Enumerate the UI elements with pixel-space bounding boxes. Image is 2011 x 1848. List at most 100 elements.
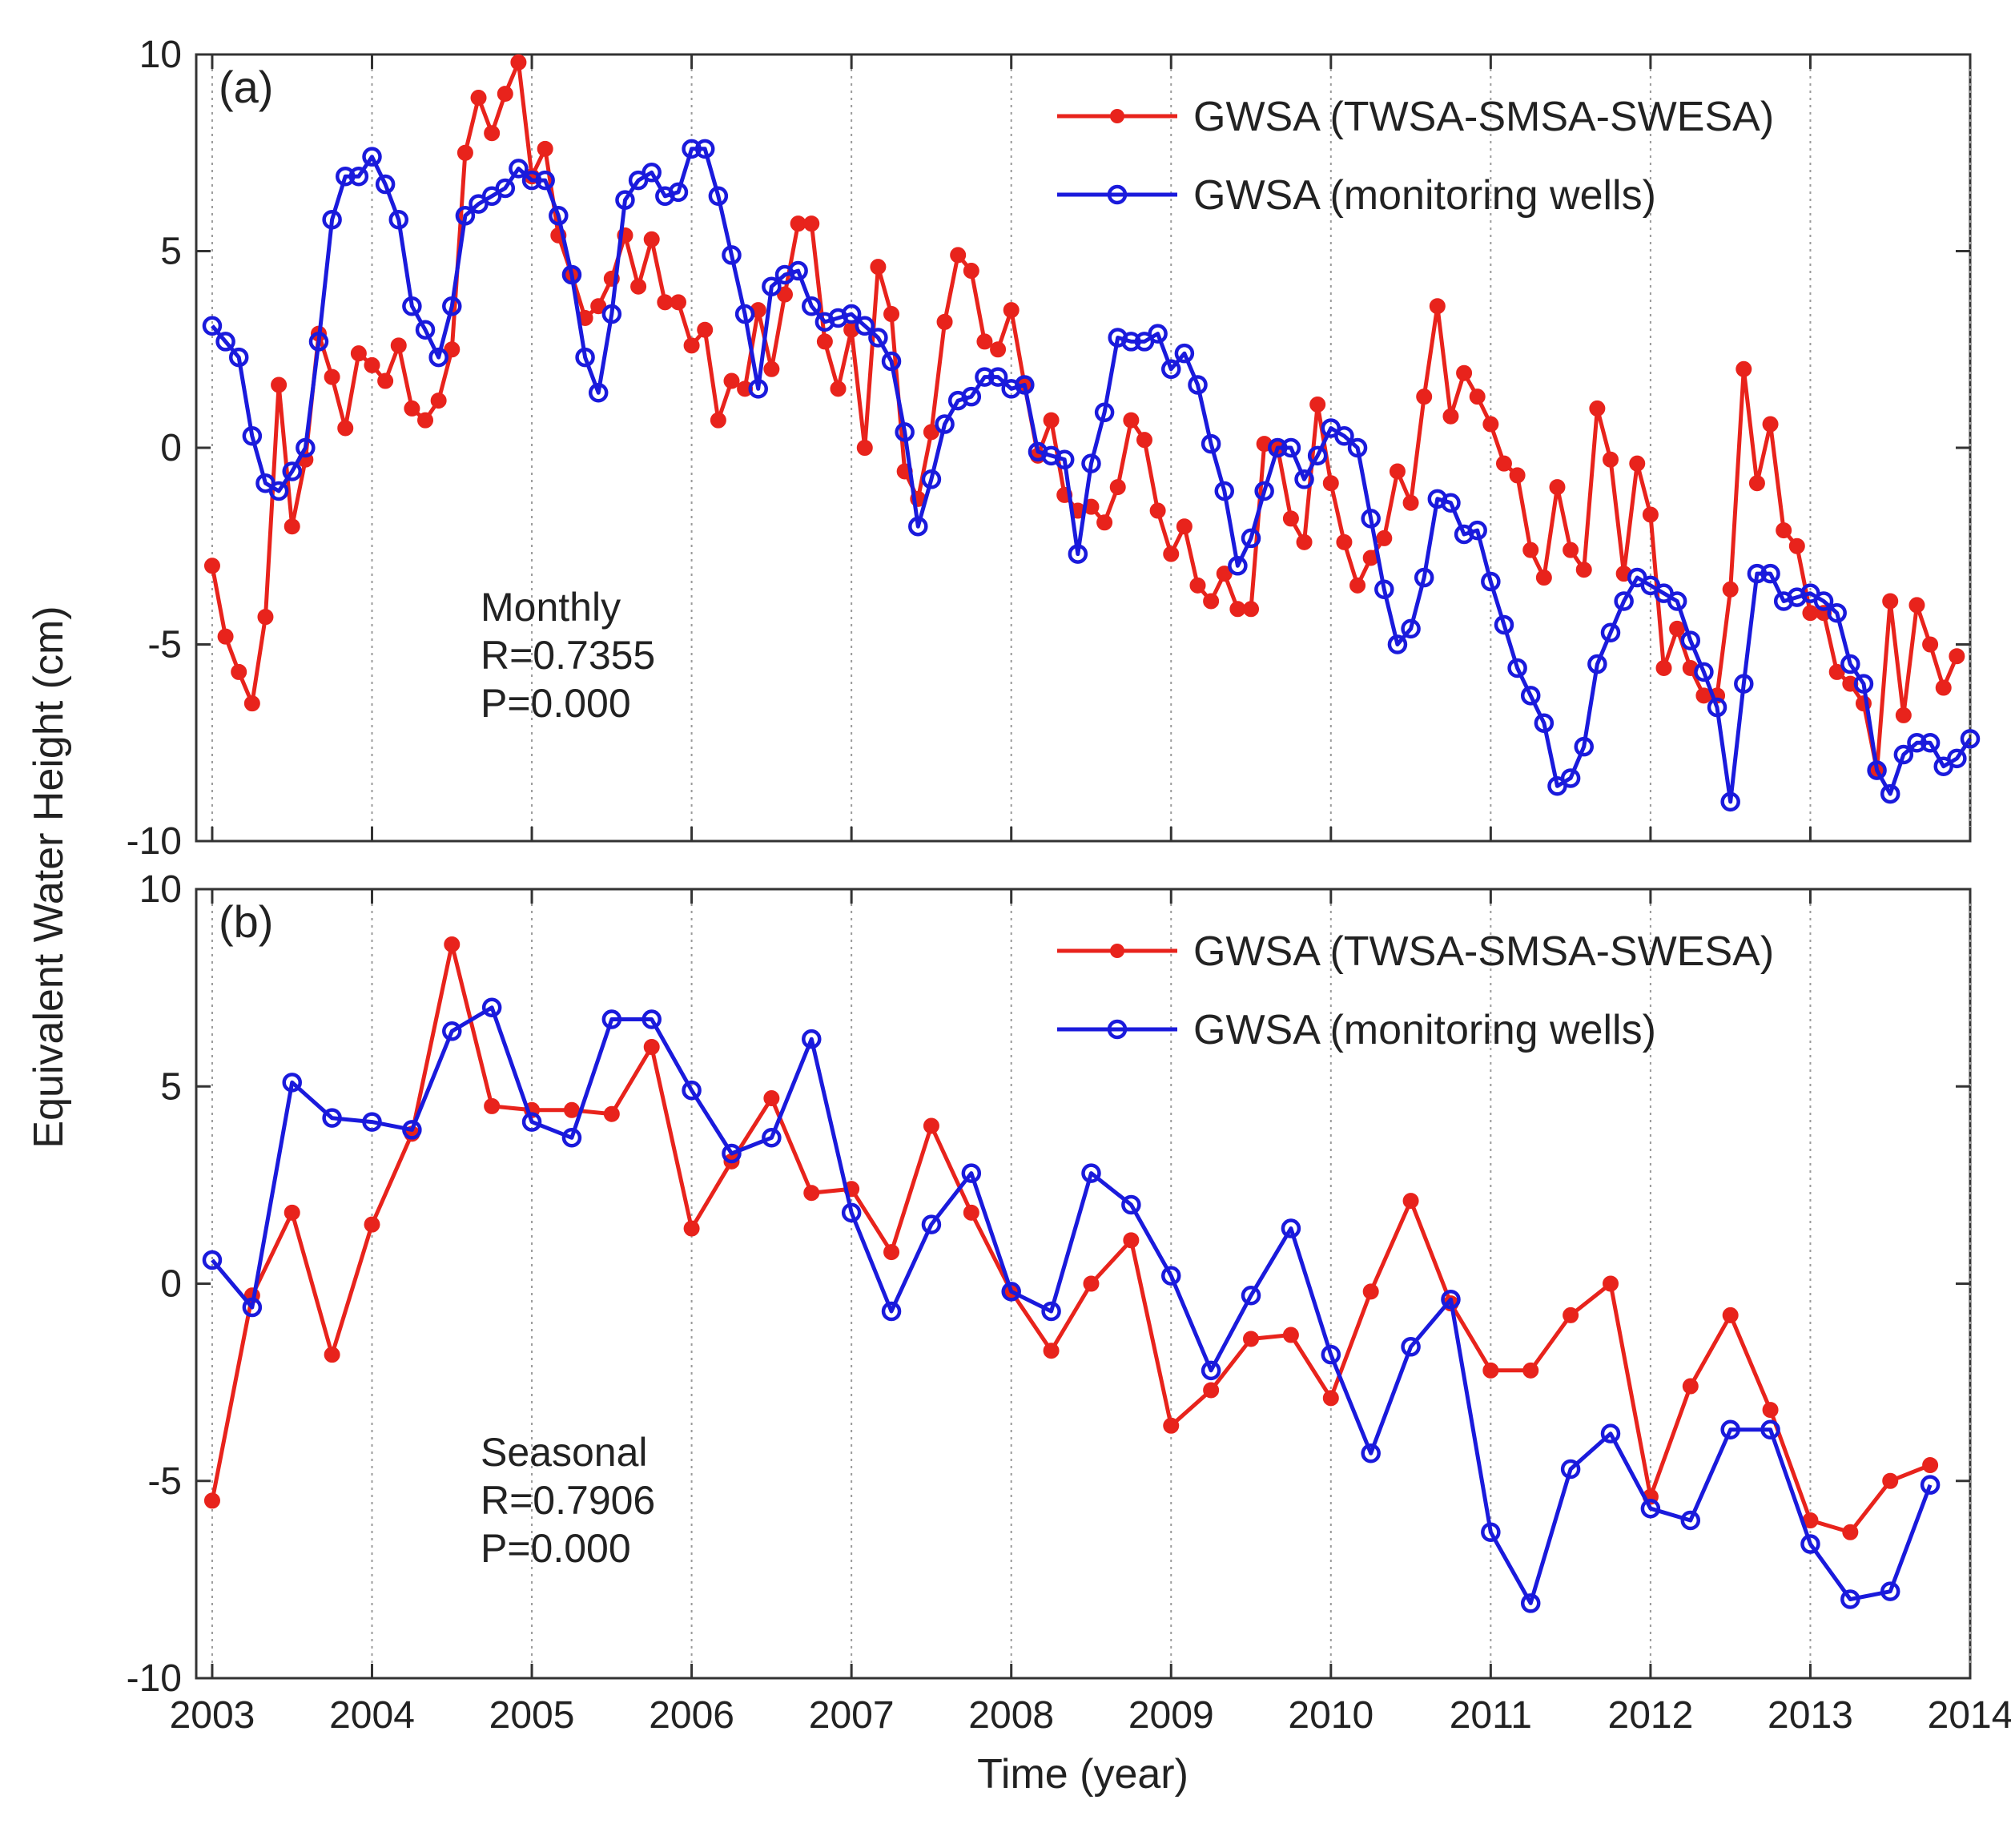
data-point-gwsa-wells — [788, 260, 808, 281]
data-point-gwsa-wells — [841, 304, 862, 324]
data-point-gwsa-twsa — [1282, 510, 1299, 527]
data-point-gwsa-wells — [575, 347, 595, 368]
data-point-gwsa-twsa — [1096, 514, 1113, 531]
data-point-gwsa-twsa — [723, 372, 740, 389]
data-point-gwsa-wells — [1560, 1459, 1581, 1480]
x-tick-label: 2010 — [1288, 1694, 1374, 1737]
data-point-gwsa-twsa — [963, 1204, 979, 1221]
data-point-gwsa-wells — [1121, 332, 1141, 352]
data-point-gwsa-wells — [1520, 686, 1541, 706]
data-point-gwsa-twsa — [484, 1097, 501, 1114]
series-line-gwsa-wells — [211, 147, 1973, 804]
data-point-gwsa-twsa — [1136, 432, 1152, 449]
data-point-gwsa-twsa — [350, 345, 367, 362]
data-point-gwsa-wells — [1720, 1419, 1740, 1439]
y-tick-label: 10 — [139, 34, 182, 76]
y-tick-label: -10 — [127, 820, 182, 863]
legend-label: GWSA (TWSA-SMSA-SWESA) — [1193, 928, 1774, 975]
data-point-gwsa-wells — [1520, 1593, 1541, 1613]
data-point-gwsa-wells — [1813, 591, 1834, 611]
data-point-gwsa-wells — [1827, 602, 1847, 623]
data-point-gwsa-wells — [1001, 1282, 1021, 1302]
data-point-gwsa-wells — [694, 139, 715, 159]
data-point-gwsa-wells — [1081, 453, 1101, 473]
data-point-gwsa-wells — [495, 178, 516, 199]
data-point-gwsa-wells — [1760, 563, 1780, 584]
data-point-gwsa-wells — [1094, 402, 1115, 423]
data-point-gwsa-wells — [881, 351, 902, 372]
data-point-gwsa-twsa — [643, 1039, 660, 1055]
data-point-gwsa-twsa — [1629, 455, 1646, 472]
data-point-gwsa-wells — [1201, 1360, 1221, 1381]
data-point-gwsa-twsa — [737, 380, 754, 397]
x-tick-label: 2006 — [649, 1694, 734, 1737]
data-point-gwsa-twsa — [1243, 1331, 1260, 1347]
data-point-gwsa-wells — [601, 304, 622, 324]
data-point-gwsa-wells — [1401, 618, 1421, 639]
plot-area — [195, 53, 1972, 843]
data-point-gwsa-wells — [549, 206, 569, 226]
data-point-gwsa-twsa — [1589, 400, 1606, 417]
data-point-gwsa-twsa — [670, 294, 686, 311]
data-point-gwsa-wells — [1414, 567, 1434, 588]
data-point-gwsa-twsa — [1882, 1472, 1899, 1489]
data-point-gwsa-twsa — [643, 231, 660, 248]
data-point-gwsa-wells — [1507, 658, 1527, 678]
data-point-gwsa-twsa — [590, 298, 607, 315]
x-axis-label: Time (year) — [977, 1751, 1189, 1798]
data-point-gwsa-wells — [322, 1108, 342, 1128]
data-point-gwsa-wells — [521, 170, 542, 191]
data-point-gwsa-wells — [322, 209, 342, 230]
data-point-gwsa-twsa — [710, 412, 726, 429]
data-point-gwsa-twsa — [1642, 506, 1659, 523]
stats-annotation: P=0.000 — [481, 1526, 631, 1571]
data-point-gwsa-wells — [442, 296, 462, 316]
data-point-gwsa-twsa — [203, 558, 220, 574]
data-point-gwsa-wells — [1161, 1266, 1181, 1286]
data-point-gwsa-wells — [415, 320, 436, 340]
data-point-gwsa-wells — [1840, 654, 1860, 674]
data-point-gwsa-wells — [362, 1112, 382, 1132]
data-point-gwsa-wells — [1893, 744, 1914, 765]
data-point-gwsa-twsa — [870, 259, 887, 276]
data-point-gwsa-twsa — [484, 125, 501, 142]
data-point-gwsa-twsa — [1828, 663, 1845, 680]
data-point-gwsa-twsa — [430, 393, 447, 409]
data-point-gwsa-twsa — [1043, 412, 1060, 429]
data-point-gwsa-wells — [561, 1128, 582, 1148]
data-point-gwsa-twsa — [1389, 463, 1406, 480]
data-point-gwsa-wells — [682, 139, 702, 159]
data-point-gwsa-wells — [642, 163, 662, 183]
data-point-gwsa-wells — [961, 386, 982, 407]
panel-label: (b) — [219, 896, 273, 947]
data-point-gwsa-wells — [1241, 1286, 1261, 1306]
data-point-gwsa-wells — [1760, 1419, 1780, 1439]
data-point-gwsa-twsa — [470, 90, 487, 107]
stats-annotation: Seasonal — [481, 1430, 648, 1475]
legend-label: GWSA (monitoring wells) — [1193, 1007, 1656, 1053]
data-point-gwsa-twsa — [1309, 396, 1326, 413]
data-point-gwsa-twsa — [763, 360, 780, 377]
x-tick-label: 2004 — [329, 1694, 415, 1737]
x-tick-label: 2003 — [170, 1694, 255, 1737]
data-point-gwsa-twsa — [444, 341, 461, 358]
data-point-gwsa-twsa — [1603, 451, 1619, 468]
data-point-gwsa-twsa — [777, 286, 794, 303]
data-point-gwsa-wells — [1880, 783, 1900, 804]
data-point-gwsa-twsa — [683, 337, 700, 354]
data-point-gwsa-twsa — [1482, 1362, 1499, 1379]
y-tick-label: 0 — [160, 427, 182, 469]
y-axis-label: Equivalent Water Height (cm) — [26, 606, 72, 1148]
data-point-gwsa-twsa — [510, 54, 527, 70]
data-point-gwsa-twsa — [683, 1220, 700, 1237]
data-point-gwsa-twsa — [990, 341, 1007, 358]
data-point-gwsa-twsa — [390, 337, 407, 354]
data-point-gwsa-wells — [762, 276, 782, 296]
data-point-gwsa-wells — [535, 170, 555, 191]
data-point-gwsa-twsa — [1788, 537, 1805, 554]
y-tick-label: 0 — [160, 1263, 182, 1306]
data-point-gwsa-wells — [802, 296, 822, 316]
data-point-gwsa-wells — [375, 174, 396, 195]
data-point-gwsa-twsa — [217, 628, 234, 645]
data-point-gwsa-wells — [402, 1120, 422, 1140]
